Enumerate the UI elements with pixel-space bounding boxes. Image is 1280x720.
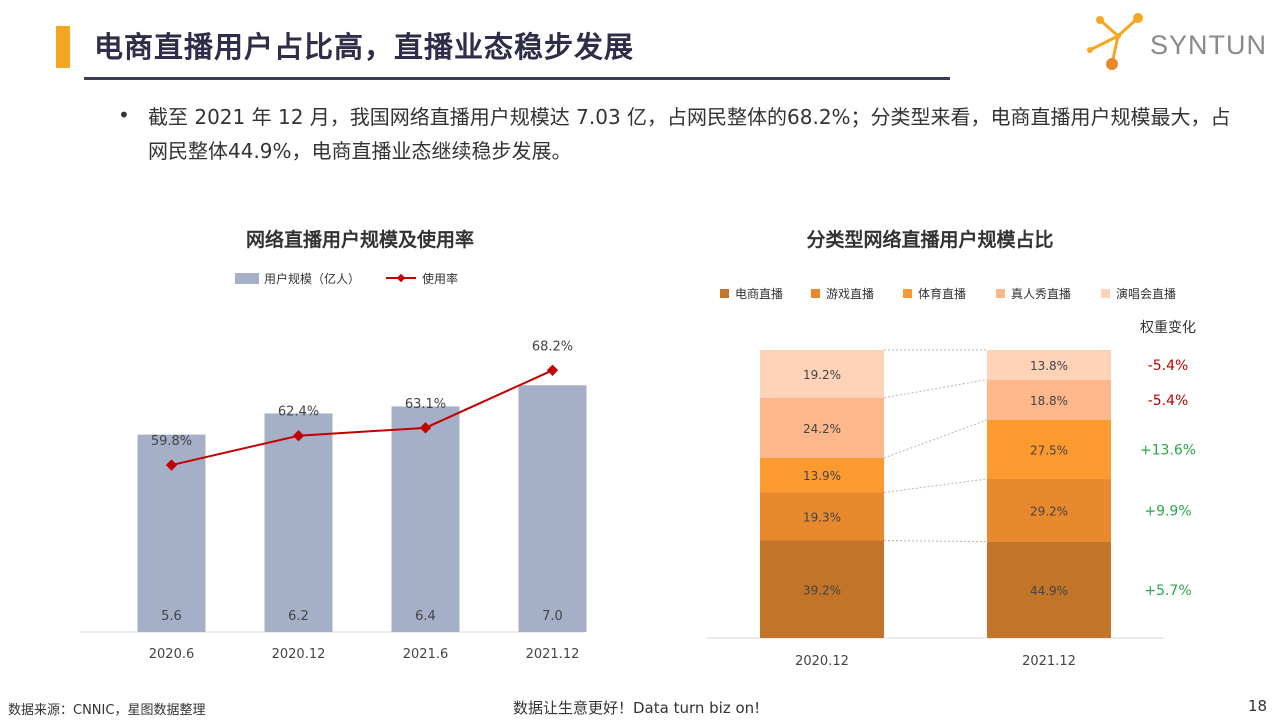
x-tick-label: 2020.12 (795, 654, 849, 669)
stacked-segment (760, 350, 884, 398)
stacked-segment (760, 397, 884, 458)
stacked-segment (760, 457, 884, 493)
bar-user-scale (518, 385, 587, 632)
segment-value-label: 29.2% (1030, 504, 1068, 518)
summary-text: 截至 2021 年 12 月，我国网络直播用户规模达 7.03 亿，占网民整体的… (148, 105, 1231, 163)
segment-value-label: 27.5% (1030, 443, 1068, 457)
point-usage-rate (546, 364, 559, 376)
weight-change-label: -5.4% (1148, 358, 1189, 374)
change-header: 权重变化 (1140, 320, 1196, 336)
weight-change-label: +5.7% (1144, 583, 1191, 599)
chart1-usage-scale: 用户规模（亿人） 使用率 5.6 2020.6 6.2 2020.12 6.4 2021.6 7… (80, 271, 587, 662)
segment-value-label: 39.2% (803, 583, 841, 597)
legend-label: 演唱会直播 (1116, 286, 1176, 301)
segment-value-label: 18.8% (1030, 394, 1068, 408)
page-title: 电商直播用户占比高，直播业态稳步发展 (94, 30, 635, 64)
stacked-segment (987, 419, 1111, 479)
chart2-title: 分类型网络直播用户规模占比 (806, 229, 1054, 251)
logo-text: SYNTUN (1150, 30, 1268, 60)
segment-value-label: 19.3% (803, 511, 841, 525)
x-tick-label: 2020.6 (149, 647, 195, 662)
syntun-logo-icon (1087, 13, 1143, 70)
segment-value-label: 19.2% (803, 368, 841, 382)
legend-label: 游戏直播 (826, 287, 874, 301)
stacked-segment (760, 540, 884, 638)
line-value-label: 62.4% (278, 405, 319, 420)
legend-label-bar: 用户规模（亿人） (264, 271, 360, 286)
line-usage-rate (171, 369, 553, 467)
bar-value-label: 6.4 (415, 609, 436, 624)
connector-line (883, 540, 988, 543)
bar-user-scale (264, 413, 333, 632)
bar-value-label: 6.2 (288, 609, 309, 624)
legend-label-line: 使用率 (422, 271, 458, 286)
bar-value-label: 5.6 (161, 609, 182, 624)
legend-swatch (720, 289, 729, 298)
weight-change-label: +9.9% (1144, 503, 1191, 519)
point-usage-rate (419, 422, 432, 434)
segment-value-label: 44.9% (1030, 584, 1068, 598)
legend-label: 电商直播 (735, 286, 783, 301)
bullet-marker: • (118, 103, 130, 127)
x-tick-label: 2020.12 (272, 647, 326, 662)
legend-swatch (811, 289, 820, 298)
footer-slogan: 数据让生意更好！Data turn biz on! (513, 699, 761, 717)
legend-marker-line (396, 273, 406, 283)
stacked-segment (760, 492, 884, 541)
stacked-segment (987, 350, 1111, 380)
x-tick-label: 2021.12 (526, 647, 580, 662)
line-value-label: 59.8% (151, 434, 192, 449)
footer-source: 数据来源：CNNIC，星图数据整理 (8, 703, 206, 718)
bar-user-scale (391, 406, 460, 632)
legend-swatch (1101, 289, 1110, 298)
segment-value-label: 24.2% (803, 422, 841, 436)
stacked-segment (987, 478, 1111, 542)
connector-line (883, 379, 988, 399)
legend-swatch-bar (235, 273, 259, 284)
title-accent-bar (56, 26, 70, 68)
legend-label: 真人秀直播 (1011, 287, 1071, 301)
chart1-title: 网络直播用户规模及使用率 (245, 229, 474, 251)
line-value-label: 63.1% (405, 397, 446, 412)
stacked-segment (987, 541, 1111, 638)
x-tick-label: 2021.12 (1022, 654, 1076, 669)
point-usage-rate (292, 430, 305, 442)
segment-value-label: 13.9% (803, 469, 841, 483)
title-divider (84, 77, 950, 80)
connector-line (883, 478, 988, 494)
x-tick-label: 2021.6 (403, 647, 449, 662)
line-value-label: 68.2% (532, 339, 573, 354)
weight-change-label: -5.4% (1148, 393, 1189, 409)
weight-change-label: +13.6% (1140, 442, 1196, 458)
segment-value-label: 13.8% (1030, 359, 1068, 373)
legend-swatch (996, 289, 1005, 298)
bar-value-label: 7.0 (542, 609, 563, 624)
legend-swatch (903, 289, 912, 298)
stacked-segment (987, 379, 1111, 420)
connector-line (883, 419, 988, 459)
page-number: 18 (1248, 697, 1268, 715)
legend-label: 体育直播 (918, 286, 966, 301)
